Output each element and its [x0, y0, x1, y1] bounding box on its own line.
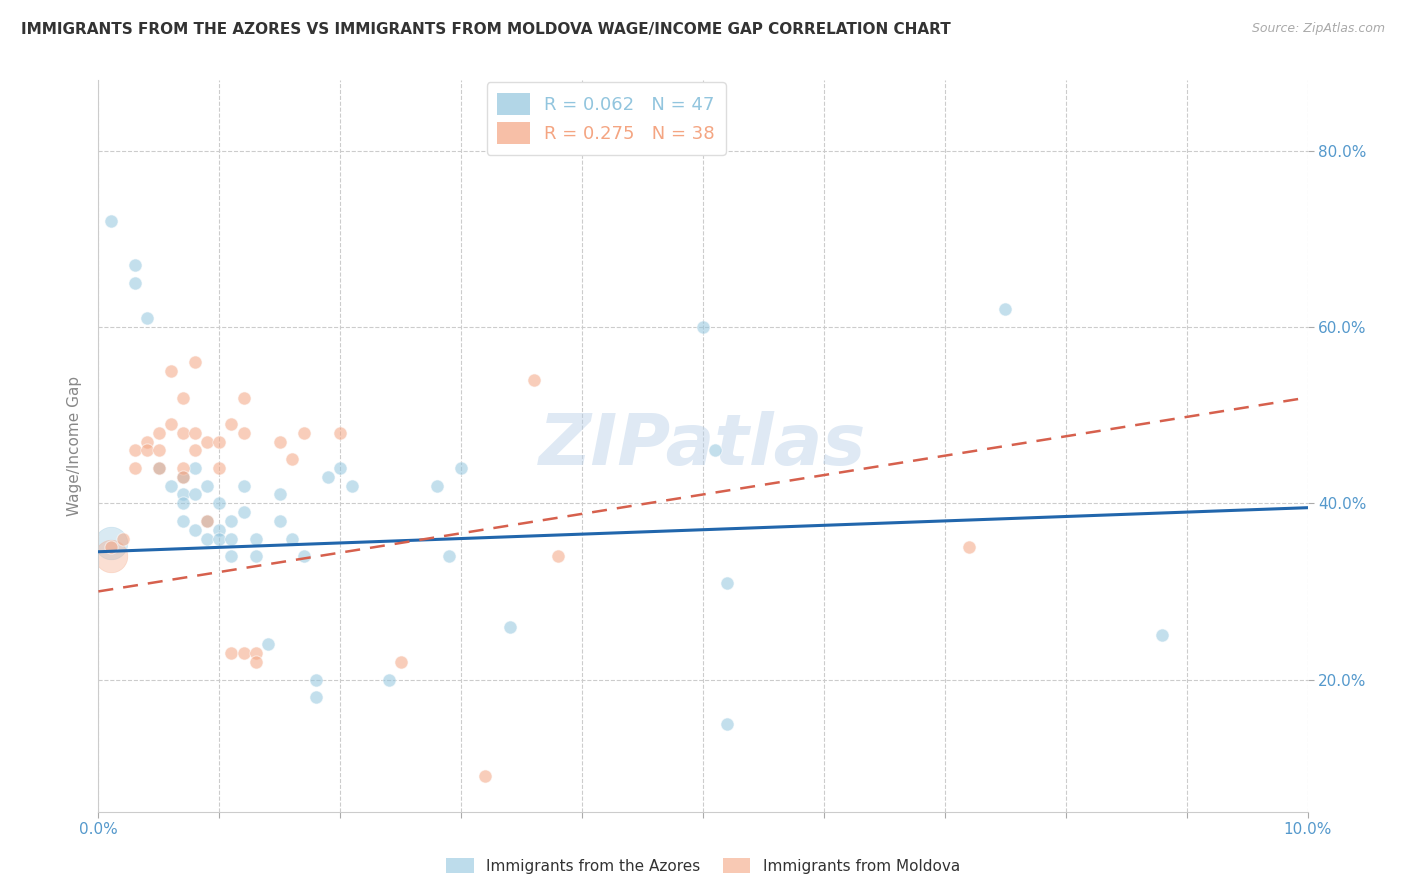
- Point: [100, 214, 122, 228]
- Point: [232, 391, 254, 405]
- Point: [172, 425, 194, 440]
- Point: [135, 311, 157, 326]
- Point: [547, 549, 569, 563]
- Text: IMMIGRANTS FROM THE AZORES VS IMMIGRANTS FROM MOLDOVA WAGE/INCOME GAP CORRELATIO: IMMIGRANTS FROM THE AZORES VS IMMIGRANTS…: [21, 22, 950, 37]
- Point: [994, 302, 1017, 317]
- Point: [292, 425, 315, 440]
- Point: [692, 320, 714, 334]
- Point: [437, 549, 460, 563]
- Point: [184, 523, 207, 537]
- Point: [208, 523, 231, 537]
- Point: [184, 461, 207, 475]
- Text: ZIPatlas: ZIPatlas: [540, 411, 866, 481]
- Point: [704, 443, 727, 458]
- Point: [245, 655, 267, 669]
- Point: [716, 716, 738, 731]
- Point: [124, 461, 146, 475]
- Point: [135, 434, 157, 449]
- Point: [208, 496, 231, 510]
- Point: [498, 620, 520, 634]
- Point: [184, 443, 207, 458]
- Point: [148, 425, 170, 440]
- Point: [1152, 628, 1174, 642]
- Point: [329, 425, 352, 440]
- Point: [111, 532, 134, 546]
- Point: [316, 470, 339, 484]
- Point: [245, 532, 267, 546]
- Point: [281, 532, 304, 546]
- Point: [232, 425, 254, 440]
- Point: [124, 258, 146, 272]
- Point: [160, 364, 183, 378]
- Point: [172, 514, 194, 528]
- Point: [148, 461, 170, 475]
- Y-axis label: Wage/Income Gap: Wage/Income Gap: [67, 376, 83, 516]
- Point: [305, 690, 328, 705]
- Point: [269, 434, 291, 449]
- Point: [426, 478, 449, 492]
- Legend: R = 0.062   N = 47, R = 0.275   N = 38: R = 0.062 N = 47, R = 0.275 N = 38: [486, 82, 725, 155]
- Point: [100, 549, 122, 563]
- Point: [232, 646, 254, 660]
- Point: [221, 549, 243, 563]
- Point: [160, 478, 183, 492]
- Point: [184, 355, 207, 369]
- Point: [148, 461, 170, 475]
- Point: [292, 549, 315, 563]
- Point: [342, 478, 364, 492]
- Point: [172, 470, 194, 484]
- Point: [160, 417, 183, 431]
- Point: [329, 461, 352, 475]
- Point: [221, 514, 243, 528]
- Point: [305, 673, 328, 687]
- Point: [450, 461, 472, 475]
- Point: [221, 417, 243, 431]
- Legend: Immigrants from the Azores, Immigrants from Moldova: Immigrants from the Azores, Immigrants f…: [440, 852, 966, 880]
- Point: [124, 276, 146, 290]
- Point: [184, 487, 207, 501]
- Point: [172, 496, 194, 510]
- Point: [172, 461, 194, 475]
- Point: [245, 646, 267, 660]
- Point: [135, 443, 157, 458]
- Point: [172, 391, 194, 405]
- Point: [148, 443, 170, 458]
- Point: [221, 646, 243, 660]
- Point: [269, 514, 291, 528]
- Point: [100, 536, 122, 550]
- Text: Source: ZipAtlas.com: Source: ZipAtlas.com: [1251, 22, 1385, 36]
- Point: [195, 532, 218, 546]
- Point: [957, 541, 980, 555]
- Point: [208, 532, 231, 546]
- Point: [208, 461, 231, 475]
- Point: [281, 452, 304, 467]
- Point: [195, 514, 218, 528]
- Point: [124, 443, 146, 458]
- Point: [256, 637, 278, 651]
- Point: [716, 575, 738, 590]
- Point: [474, 769, 496, 783]
- Point: [195, 478, 218, 492]
- Point: [208, 434, 231, 449]
- Point: [221, 532, 243, 546]
- Point: [232, 478, 254, 492]
- Point: [100, 541, 122, 555]
- Point: [172, 470, 194, 484]
- Point: [195, 434, 218, 449]
- Point: [269, 487, 291, 501]
- Point: [232, 505, 254, 519]
- Point: [184, 425, 207, 440]
- Point: [377, 673, 399, 687]
- Point: [389, 655, 412, 669]
- Point: [245, 549, 267, 563]
- Point: [195, 514, 218, 528]
- Point: [172, 487, 194, 501]
- Point: [523, 373, 546, 387]
